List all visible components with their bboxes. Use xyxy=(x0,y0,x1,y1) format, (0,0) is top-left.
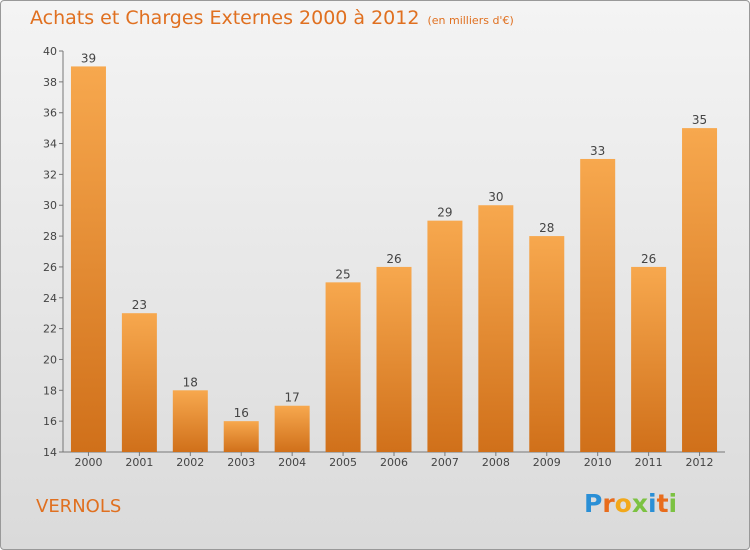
logo-letter: i xyxy=(648,489,657,518)
y-tick-label: 14 xyxy=(43,446,57,459)
x-tick-label-2011: 2011 xyxy=(635,456,663,469)
data-label-2001: 23 xyxy=(132,298,147,312)
y-tick-label: 34 xyxy=(43,138,57,151)
y-tick-label: 40 xyxy=(43,45,57,58)
y-tick-label: 20 xyxy=(43,353,57,366)
x-tick-label-2002: 2002 xyxy=(176,456,204,469)
bar-2003 xyxy=(223,421,259,452)
bar-2009 xyxy=(529,236,565,452)
data-label-2011: 26 xyxy=(641,252,656,266)
bar-2005 xyxy=(325,282,361,452)
x-tick-label-2001: 2001 xyxy=(125,456,153,469)
data-label-2006: 26 xyxy=(386,252,401,266)
bar-2012 xyxy=(682,128,718,452)
y-tick-label: 24 xyxy=(43,292,57,305)
data-label-2005: 25 xyxy=(335,267,350,281)
x-tick-label-2007: 2007 xyxy=(431,456,459,469)
bar-2006 xyxy=(376,266,412,452)
y-tick-label: 38 xyxy=(43,76,57,89)
x-tick-label-2000: 2000 xyxy=(74,456,102,469)
data-label-2004: 17 xyxy=(285,391,300,405)
logo-letter: t xyxy=(656,489,669,518)
data-label-2003: 16 xyxy=(234,406,249,420)
x-tick-label-2005: 2005 xyxy=(329,456,357,469)
data-label-2008: 30 xyxy=(488,190,503,204)
chart-title-block: Achats et Charges Externes 2000 à 2012 (e… xyxy=(30,7,514,29)
bar-2007 xyxy=(427,220,463,452)
y-tick-label: 26 xyxy=(43,261,57,274)
logo-letter: r xyxy=(602,489,615,518)
y-tick-label: 16 xyxy=(43,415,57,428)
y-tick-label: 28 xyxy=(43,230,57,243)
data-label-2002: 18 xyxy=(183,375,198,389)
bar-2001 xyxy=(121,313,157,452)
y-tick-label: 32 xyxy=(43,168,57,181)
data-label-2012: 35 xyxy=(692,113,707,127)
bar-2010 xyxy=(580,158,616,452)
x-tick-label-2009: 2009 xyxy=(533,456,561,469)
x-tick-label-2006: 2006 xyxy=(380,456,408,469)
x-tick-label-2010: 2010 xyxy=(584,456,612,469)
x-tick-label-2012: 2012 xyxy=(686,456,714,469)
bar-2011 xyxy=(631,266,667,452)
location-label: VERNOLS xyxy=(36,496,122,517)
y-tick-label: 18 xyxy=(43,384,57,397)
logo-letter: o xyxy=(614,489,632,518)
logo-letter: i xyxy=(668,489,678,518)
y-tick-label: 30 xyxy=(43,199,57,212)
logo-letter: P xyxy=(584,489,603,518)
y-tick-label: 22 xyxy=(43,323,57,336)
chart-title: Achats et Charges Externes 2000 à 2012 xyxy=(30,7,420,29)
bar-2002 xyxy=(172,390,208,452)
chart-subtitle: (en milliers d'€) xyxy=(427,14,514,27)
bar-2000 xyxy=(70,66,106,452)
y-tick-label: 36 xyxy=(43,107,57,120)
data-label-2009: 28 xyxy=(539,221,554,235)
logo-letter: x xyxy=(631,489,648,518)
bar-2004 xyxy=(274,405,310,452)
x-tick-label-2003: 2003 xyxy=(227,456,255,469)
data-label-2007: 29 xyxy=(437,206,452,220)
data-label-2000: 39 xyxy=(81,51,96,65)
x-tick-label-2004: 2004 xyxy=(278,456,306,469)
data-label-2010: 33 xyxy=(590,144,605,158)
x-tick-label-2008: 2008 xyxy=(482,456,510,469)
bar-2008 xyxy=(478,205,514,452)
